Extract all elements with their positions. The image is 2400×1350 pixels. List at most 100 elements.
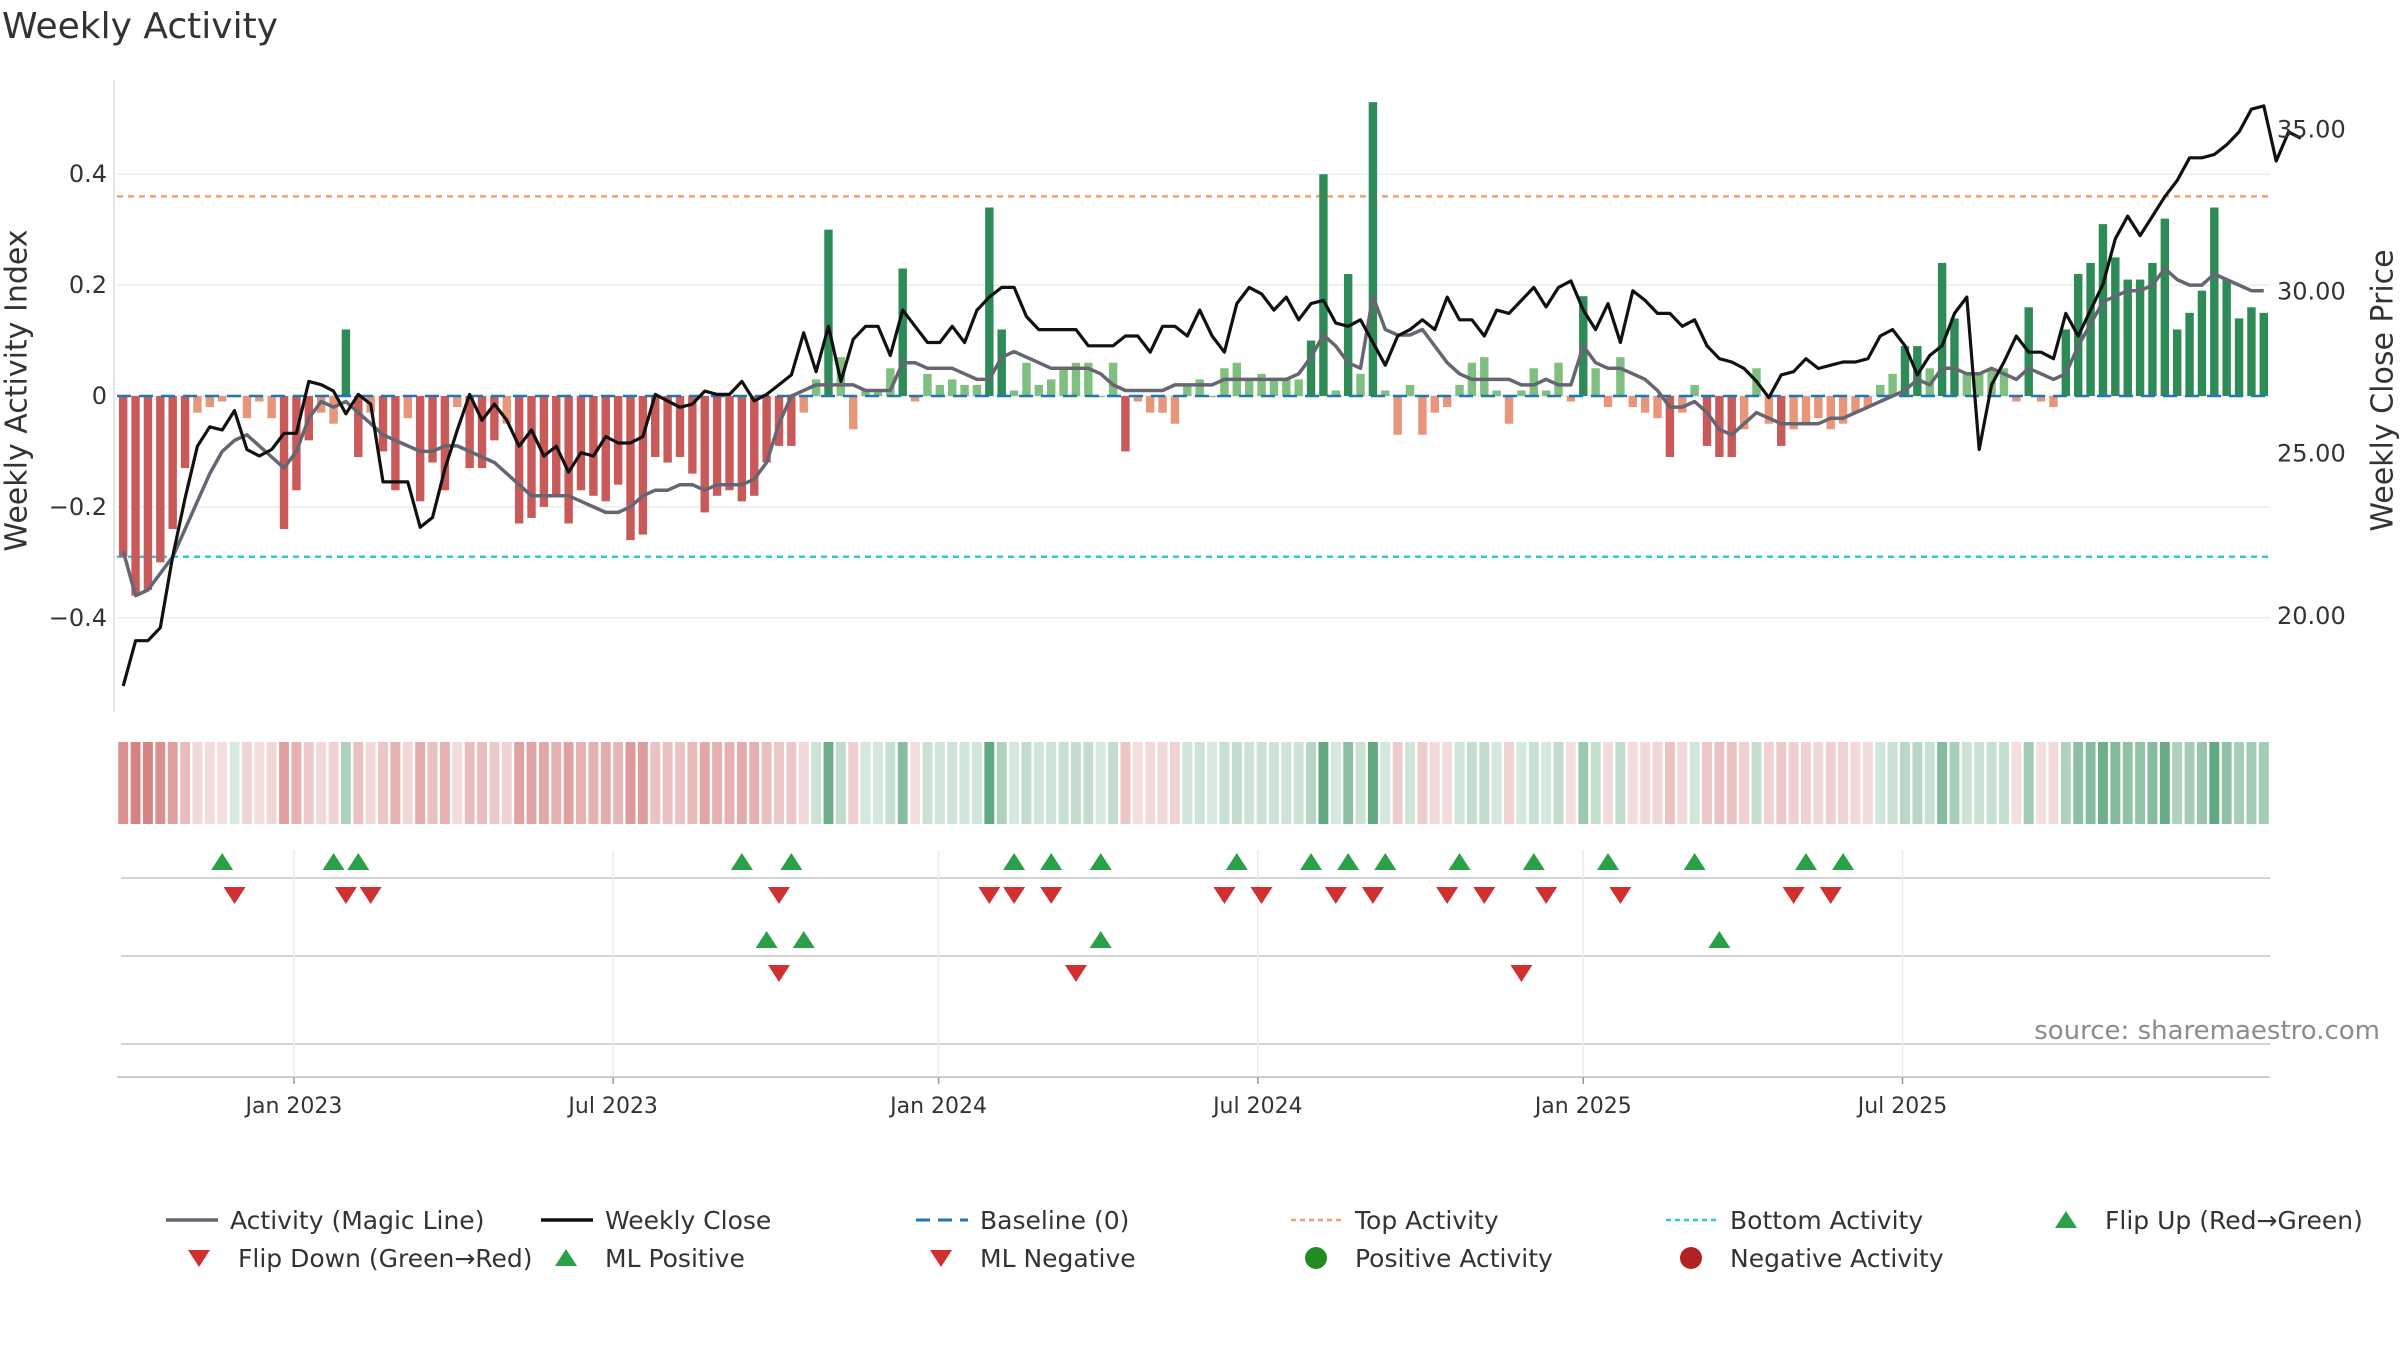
- strip-cell: [798, 742, 809, 824]
- strip-cell: [1033, 742, 1044, 824]
- ml-negative-marker: [767, 965, 790, 982]
- strip-cell: [576, 742, 586, 824]
- strip-cell: [316, 742, 327, 824]
- magic-line-series: [121, 266, 2264, 598]
- activity-bar: [156, 396, 165, 563]
- strip-cell: [1108, 742, 1119, 824]
- activity-bar: [1071, 362, 1081, 396]
- flip-down-marker: [1819, 887, 1842, 904]
- flip-down-marker: [1361, 887, 1384, 904]
- activity-bar: [849, 396, 858, 430]
- flip-down-marker: [359, 887, 382, 904]
- strip-cell: [1887, 742, 1898, 824]
- activity-bar: [638, 396, 648, 535]
- legend-symbol: [910, 1243, 972, 1273]
- strip-cell: [1021, 742, 1032, 824]
- activity-bar: [1022, 362, 1031, 396]
- y-tick-label: −0.4: [49, 604, 107, 632]
- ml-positive-marker: [1708, 931, 1731, 948]
- activity-bar: [2111, 257, 2120, 396]
- reference-lines: [117, 195, 2270, 559]
- strip-cell: [192, 742, 203, 824]
- strip-cell: [241, 742, 252, 824]
- axes: 0.4 0.2 0 −0.2 −0.4 35.00 30.00 25.00 20.00: [49, 80, 2346, 712]
- legend-label: Activity (Magic Line): [230, 1205, 485, 1235]
- activity-bar: [2197, 290, 2207, 396]
- strip-cell: [1615, 742, 1626, 824]
- activity-bar: [453, 396, 462, 408]
- activity-bar: [502, 396, 511, 424]
- activity-bar: [118, 396, 128, 557]
- strip-cell: [687, 742, 698, 824]
- ml-positive-marker: [792, 931, 815, 948]
- strip-cell: [675, 742, 685, 824]
- activity-bar: [1789, 396, 1798, 430]
- activity-bar: [428, 396, 437, 463]
- weekly-close-series: [121, 104, 2302, 687]
- strip-cell: [155, 742, 166, 824]
- activity-bar: [589, 396, 598, 496]
- strip-cell: [811, 742, 822, 824]
- flip-down-marker: [334, 887, 357, 904]
- legend-label: ML Negative: [980, 1243, 1136, 1273]
- activity-bar: [564, 396, 573, 524]
- activity-bar: [168, 396, 177, 530]
- strip-cell: [2147, 742, 2158, 824]
- legend-item: Flip Down (Green→Red): [168, 1243, 533, 1273]
- legend-label: Flip Up (Red→Green): [2105, 1205, 2363, 1235]
- activity-bar: [1826, 396, 1835, 430]
- strip-cell: [1169, 742, 1180, 824]
- strip-cell: [1306, 742, 1316, 824]
- activity-bar: [193, 396, 202, 413]
- activity-bar: [1430, 396, 1439, 413]
- flip-up-marker: [1522, 853, 1545, 870]
- activity-bar: [1257, 373, 1266, 396]
- activity-bar: [1801, 396, 1811, 424]
- activity-bar: [279, 396, 289, 530]
- activity-bar: [898, 268, 907, 396]
- activity-bar: [1739, 396, 1749, 430]
- y-tick-label: −0.2: [49, 493, 107, 521]
- legend-symbol: [2035, 1205, 2097, 1235]
- strip-cell: [464, 742, 475, 824]
- activity-heat-strip: [118, 742, 2269, 824]
- x-tick-label: Jan 2024: [888, 1094, 987, 1119]
- strip-cell: [452, 742, 463, 824]
- activity-bar: [2086, 262, 2095, 396]
- strip-cell: [1491, 742, 1502, 824]
- strip-cell: [2159, 742, 2170, 824]
- strip-cell: [1293, 742, 1304, 824]
- strip-cell: [1949, 742, 1960, 824]
- legend-item: Flip Up (Red→Green): [2035, 1205, 2363, 1235]
- activity-bar: [514, 396, 524, 524]
- strip-cell: [1046, 742, 1057, 824]
- x-tick-label: Jul 2025: [1856, 1094, 1948, 1119]
- activity-bar: [1566, 396, 1576, 402]
- strip-cell: [774, 742, 784, 824]
- activity-bar: [2247, 307, 2256, 396]
- activity-bar: [1393, 396, 1402, 435]
- activity-bar: [1591, 368, 1600, 396]
- strip-cell: [1875, 742, 1886, 824]
- flip-down-marker: [1609, 887, 1632, 904]
- activity-bar: [1517, 390, 1526, 396]
- activity-bar: [1046, 379, 1056, 396]
- strip-cell: [1281, 742, 1292, 824]
- activity-bar: [1900, 346, 1910, 396]
- activity-bar: [1269, 379, 1279, 396]
- strip-cell: [1071, 742, 1081, 824]
- activity-bar: [341, 329, 351, 396]
- legend-symbol: [168, 1243, 230, 1273]
- strip-cell: [1417, 742, 1428, 824]
- activity-bar: [242, 396, 252, 419]
- strip-cell: [1900, 742, 1910, 824]
- flip-up-marker: [1003, 853, 1026, 870]
- activity-bar: [2234, 318, 2244, 396]
- activity-bar: [2222, 279, 2231, 396]
- strip-cell: [402, 742, 413, 824]
- activity-bar: [972, 384, 982, 396]
- strip-cell: [662, 742, 673, 824]
- strip-cell: [1157, 742, 1168, 824]
- x-tick-label: Jan 2023: [243, 1094, 342, 1119]
- flip-down-marker: [1473, 887, 1496, 904]
